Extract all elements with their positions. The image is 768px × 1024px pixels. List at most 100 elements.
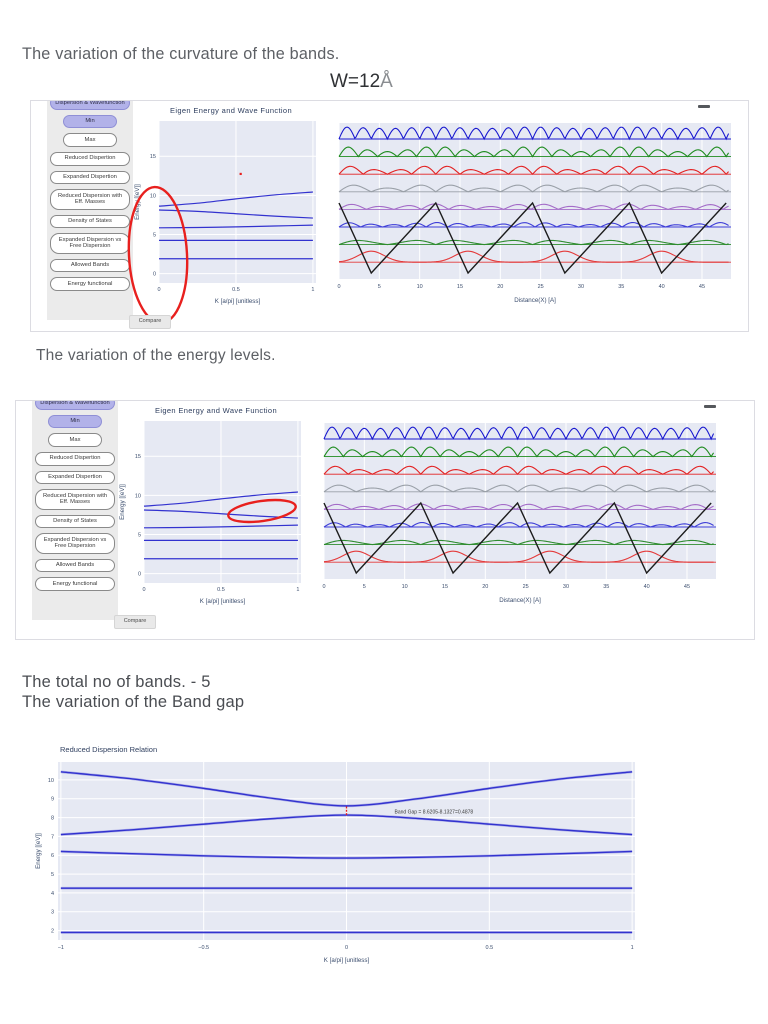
band-4-line [158,209,313,219]
wave-7-green [338,239,729,246]
compare-button[interactable]: Compare [114,615,156,629]
sidebar-button-energy-functional[interactable]: Energy functional [35,577,115,591]
minimize-dash-icon[interactable] [698,105,710,108]
band-5-line [60,771,633,807]
sidebar-button-allowed-bands[interactable]: Allowed Bands [50,258,130,273]
x-tick-label: 35 [603,584,609,590]
x-tick-label: 0 [345,945,348,951]
wave-2-green [323,446,715,458]
sidebar-button-expanded-dispertion[interactable]: Expanded Dispertion [50,170,130,185]
sidebar-button-expanded-dispertion[interactable]: Expanded Dispertion [35,470,115,485]
y-tick-label: 15 [150,154,156,160]
x-tick-label: 0 [157,287,160,293]
x-tick-label: 0 [337,284,340,290]
wave-5-purple [323,503,714,511]
wave-6-blue [338,221,729,228]
x-tick-label: 1 [631,945,634,951]
y-tick-label: 10 [135,493,141,499]
x-tick-label: −1 [58,945,64,951]
y-tick-label: 10 [150,193,156,199]
x-tick-label: 5 [363,584,366,590]
sidebar-button-allowed-bands[interactable]: Allowed Bands [35,558,115,573]
x-axis-label: Distance(X) [A] [499,597,541,604]
band-5-line [158,191,313,207]
x-tick-label: 20 [482,584,488,590]
x-tick-label: 10 [417,284,423,290]
plot-background [144,421,301,583]
wave-2-green [338,146,730,158]
x-axis-label: Distance(X) [A] [514,297,556,304]
x-tick-label: −0.5 [198,945,209,951]
y-axis-label: Energy [[eV]] [35,833,42,869]
wave-5-purple [338,203,729,211]
x-tick-label: 25 [538,284,544,290]
y-tick-label: 7 [51,834,54,840]
x-tick-label: 15 [442,584,448,590]
sidebar-button-density-of-states[interactable]: Density of States [35,514,115,529]
sidebar-button-reduced-dispertion[interactable]: Reduced Dispertion [50,151,130,166]
sidebar-button-density-of-states[interactable]: Density of States [50,214,130,229]
x-axis-label: K [a/pi] [unitless] [215,298,261,305]
wave-6-blue [323,521,714,528]
sidebar-button-dispersion-wavefunction[interactable]: Dispersion & Wavefunction [50,101,130,110]
sidebar-button-expanded-dispersion-vs-free-dispersion[interactable]: Expanded Dispersion vs Free Dispersion [50,233,130,254]
y-tick-label: 0 [138,572,141,578]
app-screenshot-2: Dispersion & Wavefunction Min Max Reduced D… [15,400,755,640]
band-3-line [143,524,298,529]
plot-background [339,123,731,279]
sidebar-button-reduced-dispertion[interactable]: Reduced Dispertion [35,451,115,466]
sidebar-button-reduced-dispersion-with-eff-masses[interactable]: Reduced Dispersion with Eff. Masses [35,489,115,510]
y-tick-label: 0 [153,272,156,278]
wave-3-red [323,465,714,476]
chart-title: Reduced Dispersion Relation [60,745,157,754]
y-tick-label: 9 [51,797,54,803]
wave-4-gray [323,484,714,493]
heading-energy-levels: The variation of the energy levels. [36,347,276,364]
x-tick-label: 1 [311,287,314,293]
plot-background [159,121,316,283]
y-tick-label: 6 [51,853,54,859]
y-axis-label: Energy [[eV]] [119,484,126,520]
sidebar-button-dispersion-wavefunction[interactable]: Dispersion & Wavefunction [35,401,115,410]
stray-point-marker [239,172,242,176]
x-tick-label: 5 [378,284,381,290]
wavefunction-plot: 0 5 10 15 20 25 30 35 40 45 Distance(X) [A] [322,423,716,604]
y-tick-label: 5 [138,532,141,538]
x-tick-label: 20 [497,284,503,290]
band-3-line [60,850,633,859]
wave-3-red [338,165,729,176]
sidebar-button-min[interactable]: Min [63,114,117,129]
band-3-line [158,224,313,229]
wave-8-red [338,250,729,263]
y-tick-label: 3 [51,910,54,916]
sidebar-button-max[interactable]: Max [48,433,102,447]
x-tick-label: 15 [457,284,463,290]
sidebar-button-max[interactable]: Max [63,133,117,147]
compare-button[interactable]: Compare [129,315,171,329]
band-4-line [143,509,298,519]
heading-total-bands: The total no of bands. - 5 [22,673,211,691]
x-tick-label: 0.5 [217,587,225,593]
y-tick-label: 5 [153,232,156,238]
potential-well-line [338,201,727,275]
width-value: W=12 [330,71,381,92]
heading-band-gap: The variation of the Band gap [22,693,245,712]
sidebar-button-expanded-dispersion-vs-free-dispersion[interactable]: Expanded Dispersion vs Free Dispersion [35,533,115,554]
width-label: W=12Å [330,71,393,93]
x-tick-label: 45 [699,284,705,290]
minimize-dash-icon[interactable] [704,405,716,408]
sidebar-button-energy-functional[interactable]: Energy functional [50,277,130,291]
sidebar-button-reduced-dispersion-with-eff-masses[interactable]: Reduced Dispersion with Eff. Masses [50,189,130,210]
wave-7-green [323,539,714,546]
wave-1-blue [338,126,730,141]
x-tick-label: 30 [578,284,584,290]
wave-1-blue [323,426,715,441]
x-tick-label: 0.5 [485,945,493,951]
sidebar-button-min[interactable]: Min [48,414,102,429]
heading-curvature: The variation of the curvature of the ba… [22,45,340,63]
x-tick-label: 40 [659,284,665,290]
y-tick-label: 2 [51,929,54,935]
